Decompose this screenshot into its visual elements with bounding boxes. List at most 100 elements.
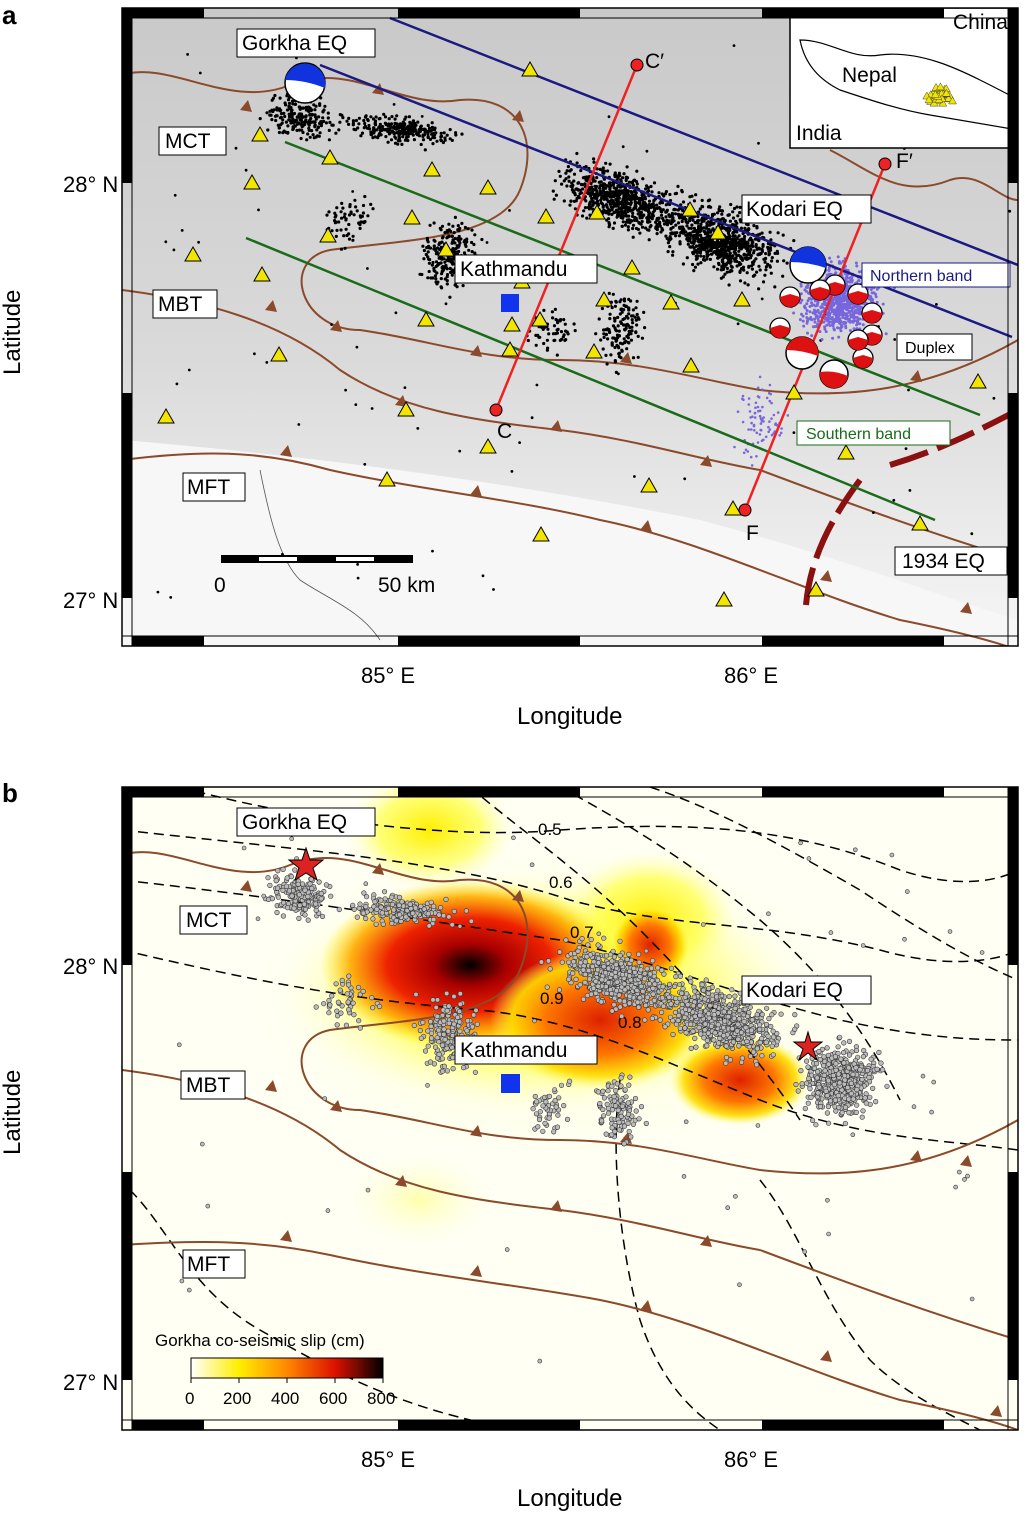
aftershock-dot bbox=[569, 199, 573, 203]
aftershock-dot bbox=[741, 397, 744, 401]
aftershock-dot bbox=[655, 228, 659, 232]
aftershock-dot bbox=[631, 223, 636, 227]
aftershock-dot bbox=[612, 211, 616, 215]
aftershock-dot bbox=[451, 1021, 457, 1027]
aftershock-dot bbox=[564, 177, 568, 181]
aftershock-dot bbox=[426, 135, 430, 139]
aftershock-beachball bbox=[861, 302, 883, 324]
aftershock-dot bbox=[679, 231, 683, 235]
aftershock-dot bbox=[608, 181, 612, 185]
aftershock-dot bbox=[410, 910, 416, 916]
aftershock-dot bbox=[328, 120, 332, 124]
aftershock-dot bbox=[322, 119, 326, 123]
aftershock-dot bbox=[607, 225, 611, 229]
aftershock-dot bbox=[683, 477, 687, 481]
aftershock-dot bbox=[650, 190, 654, 194]
aftershock-dot bbox=[460, 221, 464, 225]
aftershock-dot bbox=[616, 324, 620, 328]
aftershock-dot bbox=[595, 189, 599, 193]
aftershock-dot bbox=[752, 260, 756, 264]
aftershock-dot bbox=[618, 193, 622, 197]
aftershock-dot bbox=[706, 243, 710, 247]
aftershock-dot bbox=[585, 216, 589, 220]
aftershock-dot bbox=[565, 184, 569, 188]
aftershock-dot bbox=[570, 970, 576, 976]
aftershock-dot bbox=[675, 231, 679, 235]
aftershock-dot bbox=[369, 130, 373, 134]
aftershock-dot bbox=[374, 906, 380, 912]
aftershock-dot bbox=[398, 139, 402, 143]
aftershock-dot bbox=[364, 894, 370, 900]
aftershock-dot bbox=[434, 997, 441, 1003]
aftershock-dot bbox=[442, 257, 446, 261]
aftershock-dot bbox=[426, 240, 430, 244]
aftershock-dot bbox=[761, 280, 766, 284]
aftershock-dot bbox=[555, 328, 559, 332]
aftershock-dot bbox=[712, 250, 716, 254]
aftershock-dot bbox=[481, 574, 485, 578]
aftershock-dot bbox=[617, 355, 622, 359]
aftershock-dot bbox=[276, 123, 280, 127]
panel-b: b bbox=[0, 778, 1019, 1512]
aftershock-dot bbox=[810, 334, 814, 338]
aftershock-dot bbox=[752, 249, 756, 253]
aftershock-dot bbox=[686, 242, 690, 246]
aftershock-dot bbox=[822, 320, 826, 324]
aftershock-dot bbox=[643, 197, 648, 201]
aftershock-dot bbox=[798, 318, 802, 322]
aftershock-dot bbox=[582, 971, 588, 978]
aftershock-dot bbox=[688, 245, 692, 249]
aftershock-dot bbox=[361, 890, 367, 896]
aftershock-dot bbox=[645, 149, 649, 153]
profile-c-start bbox=[489, 403, 503, 417]
aftershock-dot bbox=[758, 433, 762, 436]
aftershock-dot bbox=[804, 312, 808, 316]
aftershock-dot bbox=[816, 322, 820, 326]
aftershock-dot bbox=[725, 266, 730, 270]
aftershock-dot bbox=[605, 205, 609, 209]
aftershock-dot bbox=[426, 250, 430, 254]
aftershock-dot bbox=[738, 246, 742, 250]
aftershock-dot bbox=[602, 335, 606, 339]
aftershock-dot bbox=[719, 254, 724, 258]
aftershock-dot bbox=[270, 108, 274, 112]
aftershock-dot bbox=[618, 174, 622, 178]
aftershock-dot bbox=[904, 447, 908, 450]
aftershock-dot bbox=[635, 323, 639, 327]
aftershock-dot bbox=[572, 322, 576, 326]
aftershock-dot bbox=[805, 302, 809, 306]
aftershock-dot bbox=[677, 234, 682, 238]
aftershock-dot bbox=[369, 202, 373, 206]
aftershock-dot bbox=[736, 322, 740, 326]
aftershock-dot bbox=[446, 914, 452, 920]
aftershock-dot bbox=[545, 348, 550, 352]
aftershock-dot bbox=[806, 331, 809, 335]
aftershock-dot bbox=[753, 237, 758, 241]
aftershock-dot bbox=[631, 226, 635, 231]
aftershock-dot bbox=[357, 122, 361, 126]
aftershock-dot bbox=[449, 229, 453, 233]
aftershock-beachball bbox=[819, 359, 849, 389]
aftershock-dot bbox=[628, 957, 635, 963]
aftershock-dot bbox=[621, 317, 625, 322]
scalebar-start-label: 0 bbox=[214, 574, 226, 597]
aftershock-dot bbox=[631, 321, 635, 325]
aftershock-dot bbox=[630, 329, 634, 333]
aftershock-dot bbox=[173, 193, 177, 197]
aftershock-dot bbox=[380, 921, 386, 927]
aftershock-dot bbox=[626, 189, 630, 193]
aftershock-dot bbox=[568, 203, 572, 207]
aftershock-dot bbox=[605, 362, 609, 366]
aftershock-dot bbox=[731, 216, 736, 220]
aftershock-dot bbox=[633, 475, 636, 478]
aftershock-dot bbox=[645, 1007, 651, 1013]
aftershock-dot bbox=[326, 111, 330, 115]
aftershock-dot bbox=[642, 310, 646, 314]
aftershock-dot bbox=[564, 171, 568, 175]
label-1934-eq: 1934 EQ bbox=[902, 550, 985, 573]
aftershock-dot bbox=[279, 108, 283, 112]
aftershock-dot bbox=[661, 216, 665, 220]
aftershock-dot bbox=[617, 998, 623, 1004]
aftershock-dot bbox=[558, 174, 562, 178]
aftershock-dot bbox=[440, 134, 444, 138]
